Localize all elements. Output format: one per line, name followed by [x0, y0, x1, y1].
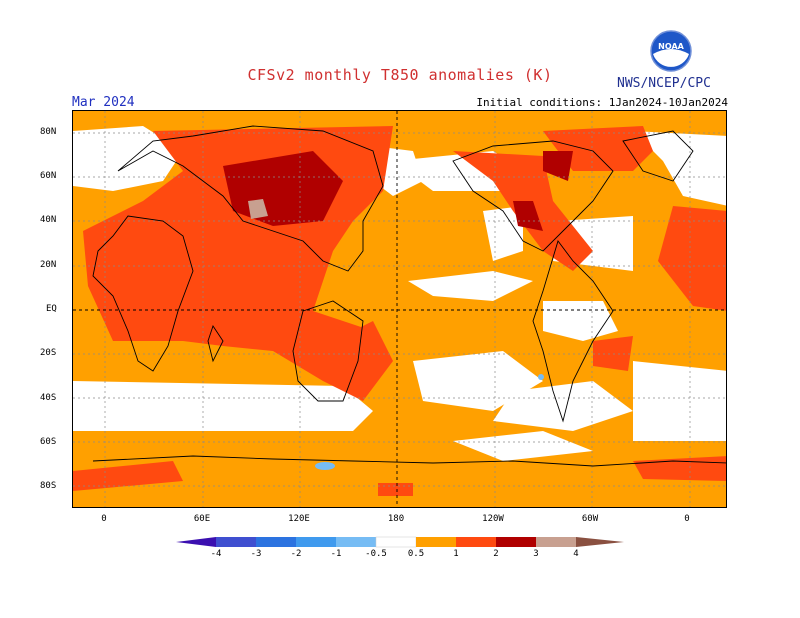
colorbar-label: 0.5 — [407, 549, 425, 559]
noaa-logo-icon: NOAA — [650, 30, 692, 72]
colorbar-swatch — [456, 537, 496, 547]
colorbar-swatch — [536, 537, 576, 547]
colorbar-arrow-high — [576, 537, 624, 547]
graticule — [73, 111, 726, 507]
colorbar-swatch — [296, 537, 336, 547]
lon-label: 120E — [288, 514, 310, 524]
colorbar-label: -1 — [330, 549, 342, 559]
lon-label: 60E — [193, 514, 211, 524]
colorbar-swatch — [375, 536, 417, 548]
lat-label: 40S — [40, 393, 57, 403]
colorbar-label: 2 — [493, 549, 499, 559]
lon-label: 0 — [684, 514, 690, 524]
lon-label: 60W — [581, 514, 599, 524]
lat-label: 60S — [40, 437, 57, 447]
lat-label: 60N — [40, 171, 57, 181]
initial-conditions: Initial conditions: 1Jan2024-10Jan2024 — [476, 96, 728, 109]
colorbar-label: 3 — [533, 549, 539, 559]
colorbar-swatch — [256, 537, 296, 547]
colorbar-label: -4 — [210, 549, 222, 559]
lat-label: 40N — [40, 215, 57, 225]
forecast-period: Mar 2024 — [72, 95, 135, 110]
lon-label: 180 — [387, 514, 405, 524]
lat-label: 20N — [40, 260, 57, 270]
colorbar-label: 4 — [573, 549, 579, 559]
colorbar-swatch — [496, 537, 536, 547]
colorbar-label: -2 — [290, 549, 302, 559]
colorbar-label: 1 — [453, 549, 459, 559]
anomaly-fill-3-4 — [248, 199, 268, 219]
colorbar — [176, 536, 624, 548]
lat-label: EQ — [46, 304, 57, 314]
equator-dateline — [73, 111, 726, 507]
colorbar-swatch — [216, 537, 256, 547]
lat-label: 80N — [40, 127, 57, 137]
map-canvas — [73, 111, 726, 507]
anomaly-map — [72, 110, 727, 508]
agency-label: NWS/NCEP/CPC — [617, 76, 711, 91]
coastlines — [92, 125, 726, 467]
lon-label: 0 — [101, 514, 107, 524]
lat-label: 80S — [40, 481, 57, 491]
lat-label: 20S — [40, 348, 57, 358]
colorbar-label: -0.5 — [365, 549, 387, 559]
map-title: CFSv2 monthly T850 anomalies (K) — [247, 66, 553, 84]
colorbar-label: -3 — [250, 549, 262, 559]
colorbar-swatch — [416, 537, 456, 547]
lon-label: 120W — [482, 514, 504, 524]
anomaly-fill-negative — [315, 374, 544, 470]
svg-text:NOAA: NOAA — [658, 42, 684, 51]
colorbar-arrow-low — [176, 537, 216, 547]
colorbar-swatch — [336, 537, 376, 547]
